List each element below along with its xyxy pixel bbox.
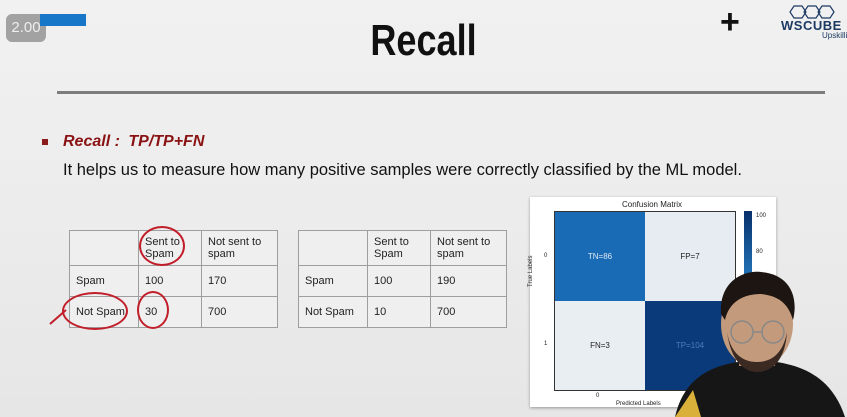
accent-bar bbox=[40, 14, 86, 26]
annotation-circle bbox=[62, 292, 128, 330]
table-header-cell bbox=[298, 229, 368, 267]
slide-title: Recall bbox=[370, 16, 477, 65]
cell-tn: TN=86 bbox=[555, 212, 645, 301]
colorbar-tick: 80 bbox=[756, 249, 763, 255]
bullet-icon bbox=[42, 139, 48, 145]
table-cell: 170 bbox=[201, 265, 278, 298]
confusion-grid: TN=86 FP=7 FN=3 TP=104 bbox=[554, 211, 736, 391]
annotation-circle bbox=[139, 226, 185, 266]
cell-fp: FP=7 bbox=[645, 212, 735, 301]
recall-formula: TP/TP+FN bbox=[128, 133, 205, 150]
spam-table-2: Sent to Spam Not sent to spam Spam 100 1… bbox=[298, 229, 507, 328]
wscube-logo bbox=[789, 5, 835, 19]
table-row-label: Spam bbox=[298, 265, 368, 298]
x-axis-label: Predicted Labels bbox=[616, 401, 661, 407]
table-cell: 10 bbox=[367, 296, 431, 328]
table-header-cell bbox=[69, 229, 139, 267]
recall-description: It helps us to measure how many positive… bbox=[63, 161, 742, 179]
table-header-cell: Not sent to spam bbox=[430, 229, 507, 267]
logo-tagline: Upskilli bbox=[822, 31, 847, 40]
table-header-cell: Sent to Spam bbox=[367, 229, 431, 267]
x-tick: 0 bbox=[596, 393, 600, 399]
logo-wordmark: WSCUBE bbox=[781, 18, 842, 33]
table-header-cell: Not sent to spam bbox=[201, 229, 278, 267]
title-divider bbox=[57, 91, 825, 94]
table-cell: 700 bbox=[430, 296, 507, 328]
annotation-stroke bbox=[49, 309, 67, 325]
presenter-webcam bbox=[675, 271, 845, 417]
recall-label: Recall : bbox=[63, 133, 120, 150]
plus-icon: + bbox=[720, 3, 740, 41]
annotation-circle bbox=[137, 291, 169, 329]
recall-definition: Recall : TP/TP+FN bbox=[63, 133, 204, 151]
colorbar-tick: 100 bbox=[756, 213, 767, 219]
table-cell: 100 bbox=[367, 265, 431, 298]
table-cell: 700 bbox=[201, 296, 278, 328]
cell-fn: FN=3 bbox=[555, 301, 645, 390]
table-row-label: Not Spam bbox=[298, 296, 368, 328]
zoom-badge: 2.00 bbox=[6, 14, 46, 42]
y-axis-label: True Labels bbox=[528, 255, 534, 287]
y-tick: 1 bbox=[544, 341, 548, 347]
table-cell: 190 bbox=[430, 265, 507, 298]
table-row-label: Spam bbox=[69, 265, 139, 298]
y-tick: 0 bbox=[544, 253, 548, 259]
confusion-title: Confusion Matrix bbox=[621, 200, 683, 209]
